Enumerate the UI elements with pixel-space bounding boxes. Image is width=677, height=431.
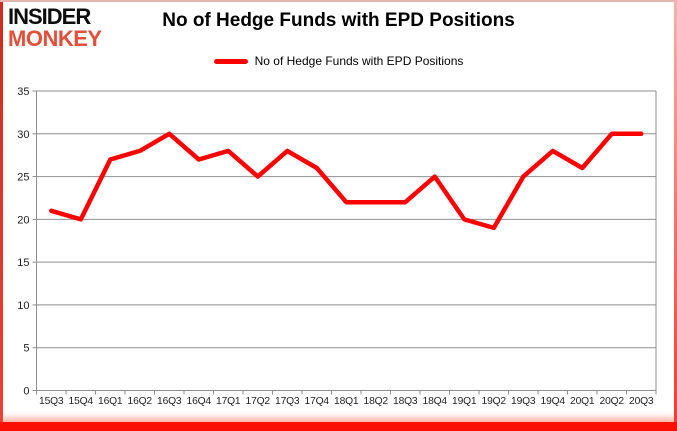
x-axis-label: 15Q3 (39, 396, 64, 407)
x-axis-label: 19Q3 (511, 396, 536, 407)
legend-label: No of Hedge Funds with EPD Positions (254, 54, 464, 68)
y-axis-label: 35 (17, 86, 29, 98)
data-series-line (49, 131, 644, 231)
x-axis-label: 16Q4 (187, 396, 212, 407)
x-axis-label: 19Q1 (452, 396, 477, 407)
y-axis-label: 10 (17, 300, 29, 312)
insider-monkey-logo: INSIDER MONKEY (8, 4, 102, 52)
x-axis-label: 17Q1 (216, 396, 241, 407)
x-axis-label: 17Q2 (246, 396, 271, 407)
y-axis-label: 25 (17, 172, 29, 184)
logo-word-monkey: MONKEY (8, 26, 102, 52)
chart-legend: No of Hedge Funds with EPD Positions (0, 53, 677, 69)
x-axis-label: 18Q4 (423, 396, 448, 407)
x-axis-label: 17Q4 (305, 396, 330, 407)
x-axis-label: 18Q1 (334, 396, 359, 407)
x-axis-label: 20Q2 (600, 396, 625, 407)
y-axis-label: 0 (23, 386, 29, 398)
legend-line-swatch (213, 58, 248, 64)
y-axis-label: 5 (23, 343, 29, 355)
x-axis-label: 16Q1 (98, 396, 123, 407)
x-axis-label: 18Q3 (393, 396, 418, 407)
x-axis-label: 20Q1 (570, 396, 595, 407)
x-axis-label: 19Q4 (541, 396, 566, 407)
y-axis-label: 15 (17, 257, 29, 269)
x-axis-label: 15Q4 (69, 396, 94, 407)
y-axis-label: 30 (17, 129, 29, 141)
logo-word-insider: INSIDER (8, 4, 91, 29)
x-axis-label: 16Q3 (157, 396, 182, 407)
x-axis-label: 18Q2 (364, 396, 389, 407)
chart-title: No of Hedge Funds with EPD Positions (162, 10, 515, 31)
x-axis-label: 17Q3 (275, 396, 300, 407)
y-axis-label: 20 (17, 214, 29, 226)
x-axis-label: 20Q3 (629, 396, 654, 407)
x-axis-label: 16Q2 (128, 396, 153, 407)
x-axis-label: 19Q2 (482, 396, 507, 407)
